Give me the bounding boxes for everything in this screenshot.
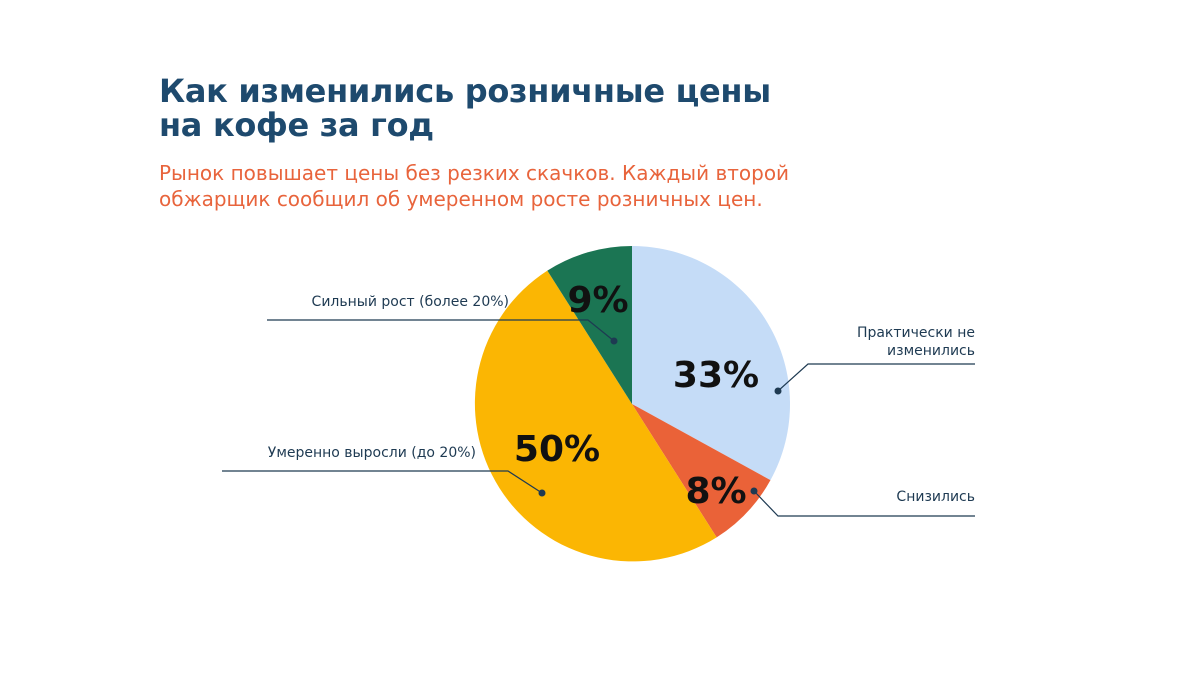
chart-subtitle: Рынок повышает цены без резких скачков. … — [159, 160, 939, 212]
title-line-1: Как изменились розничные цены — [159, 72, 771, 110]
slice-category-label: Сильный рост (более 20%) — [312, 294, 509, 310]
leader-dot — [538, 489, 546, 497]
leader-dot — [750, 487, 758, 495]
pie-slices — [474, 246, 791, 562]
slice-percent-label: 9% — [567, 280, 628, 321]
slice-category-label: Практически не — [857, 325, 975, 341]
pie-slice — [632, 246, 791, 481]
subtitle-line-2: обжарщик сообщил об умеренном росте розн… — [159, 187, 763, 211]
leader-lines — [222, 319, 975, 517]
pie-slice — [547, 246, 632, 404]
chart-title: Как изменились розничные цены на кофе за… — [159, 74, 859, 142]
pie-slice — [632, 404, 771, 538]
slice-category-label: изменились — [887, 343, 975, 359]
slice-percent-label: 8% — [685, 471, 746, 512]
slice-category-label: Умеренно выросли (до 20%) — [268, 445, 476, 461]
slice-percent-label: 33% — [673, 355, 759, 396]
leader-line — [267, 319, 615, 342]
leader-dot — [774, 387, 782, 395]
pie-labels: 33% Практически не изменились 8% Снизились 50… — [268, 280, 975, 512]
slice-category-label: Снизились — [896, 489, 975, 505]
leader-line — [222, 470, 543, 494]
leader-dot — [610, 337, 618, 345]
leader-line — [753, 490, 975, 517]
title-line-2: на кофе за год — [159, 106, 434, 144]
leader-line — [777, 363, 975, 392]
subtitle-line-1: Рынок повышает цены без резких скачков. … — [159, 161, 790, 185]
slice-percent-label: 50% — [514, 429, 600, 470]
